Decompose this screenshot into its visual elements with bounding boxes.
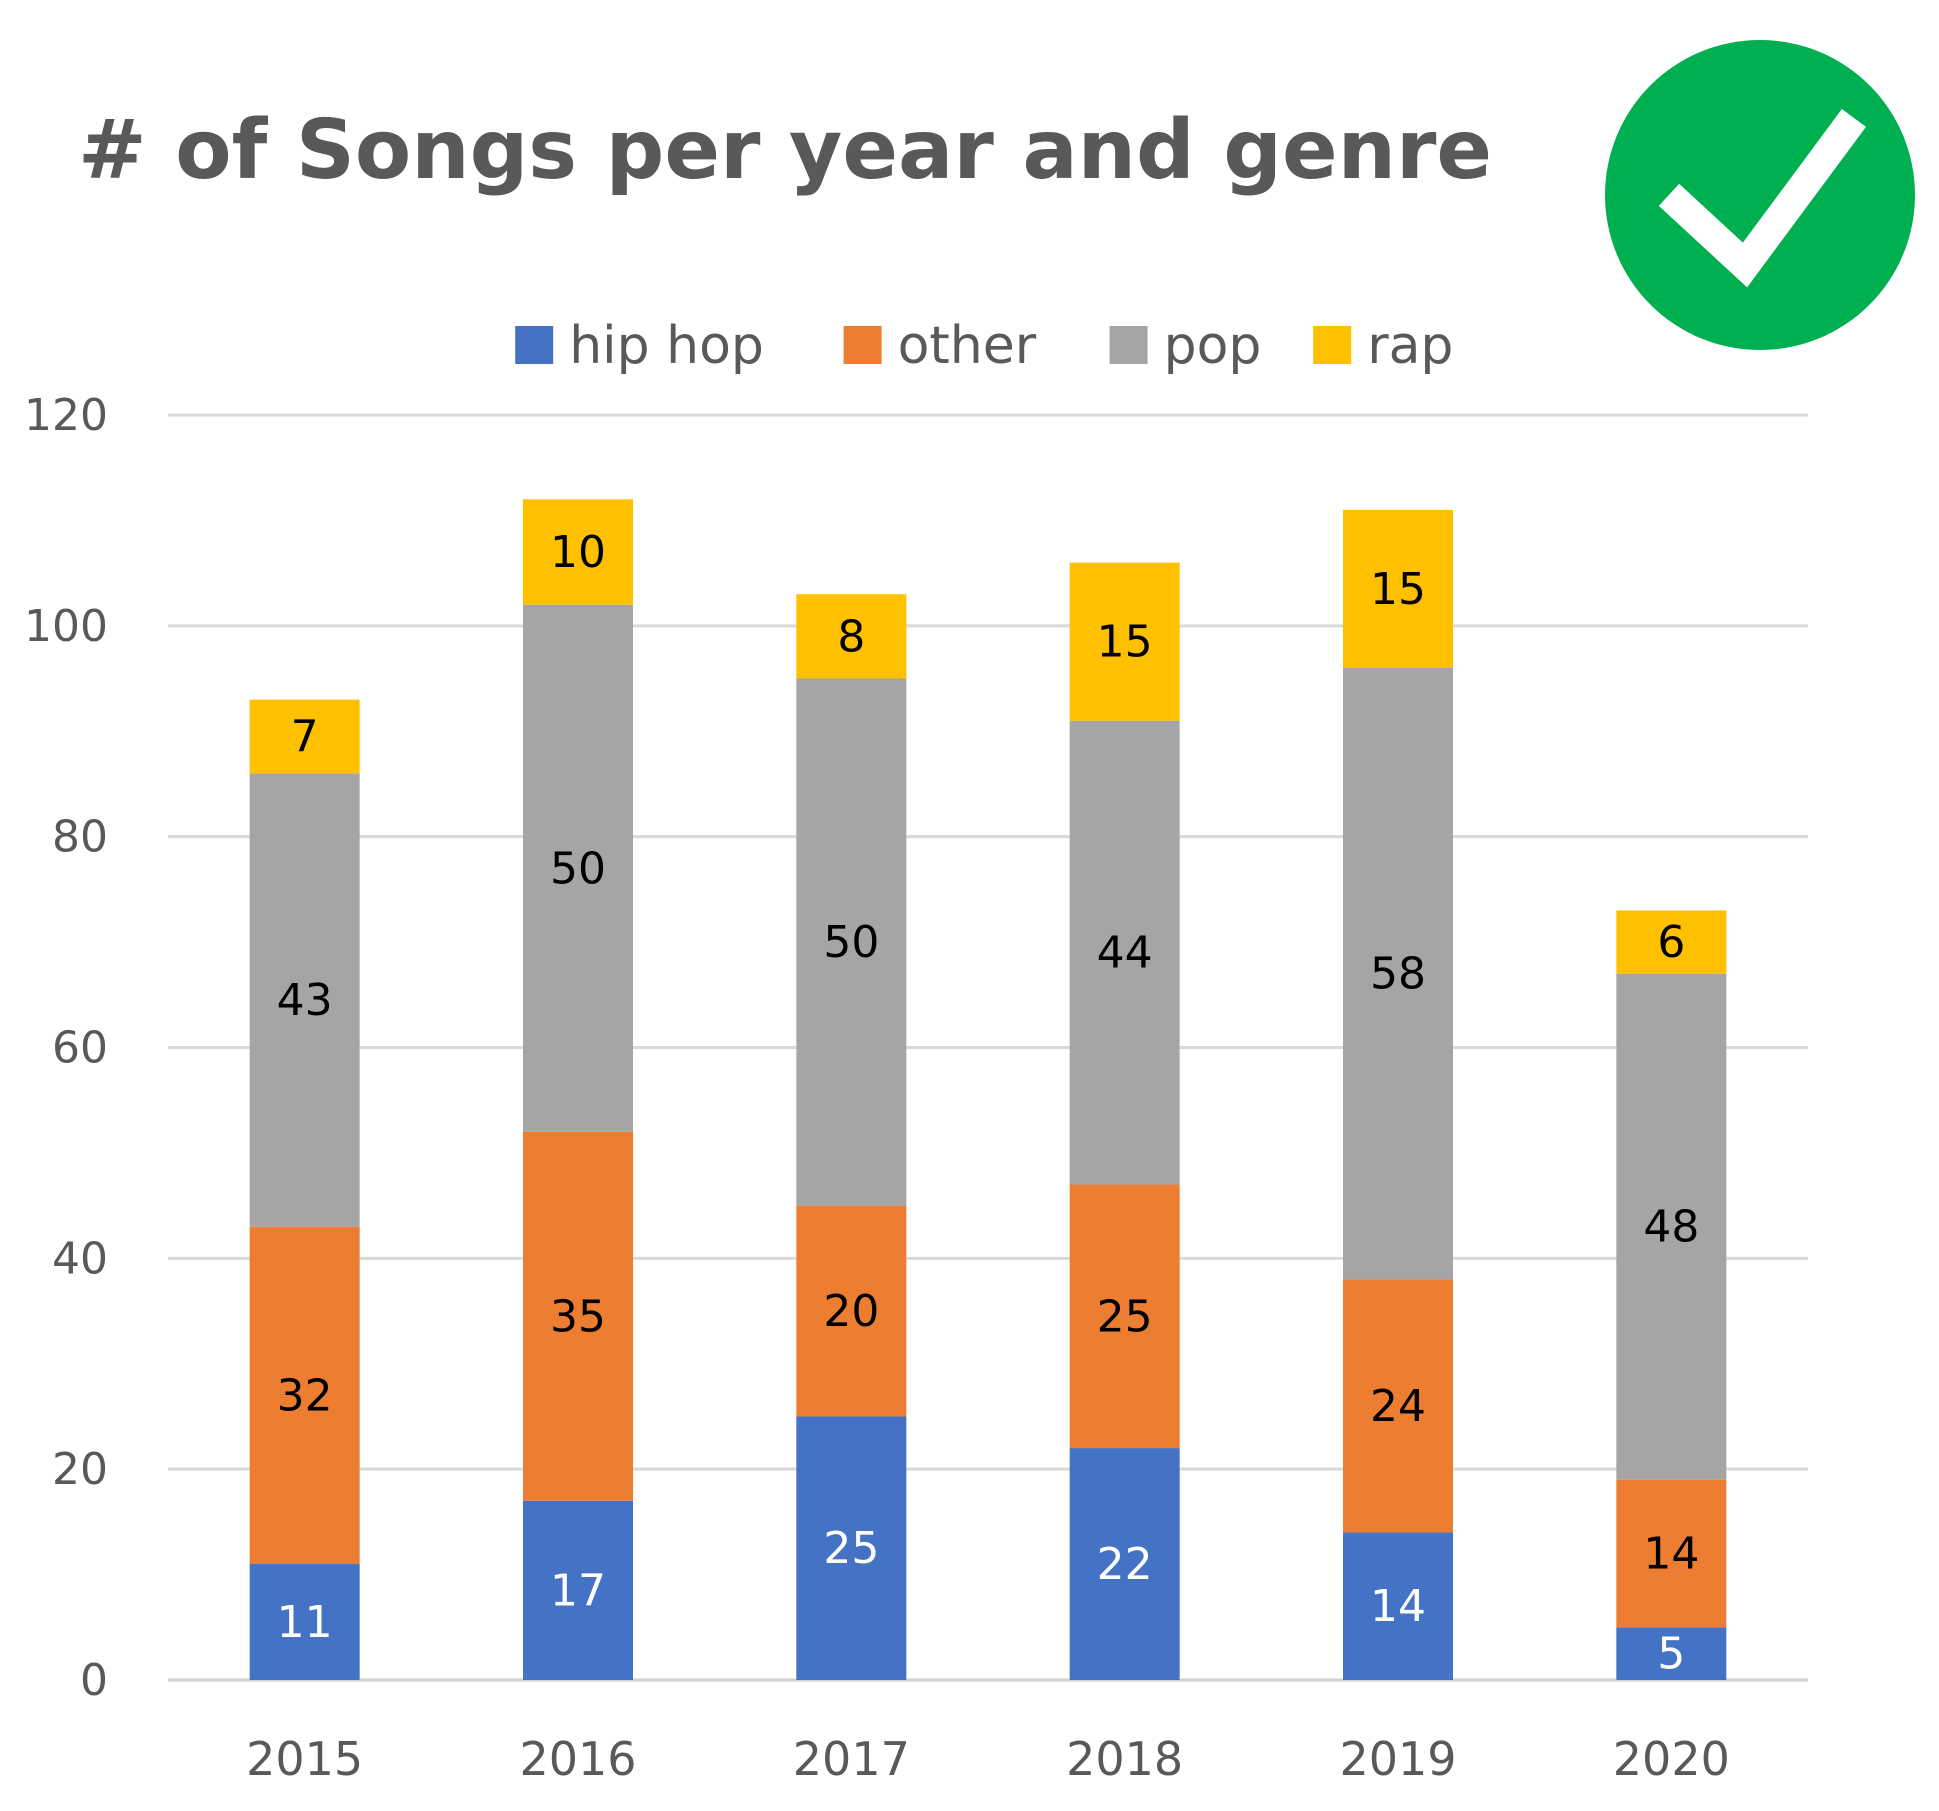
y-tick-label: 100 — [24, 601, 108, 652]
data-label: 24 — [1370, 1381, 1426, 1432]
bar-segment — [523, 499, 633, 605]
bar-segment — [249, 1564, 360, 1680]
data-label: 22 — [1097, 1539, 1153, 1590]
bar-segment — [1069, 562, 1180, 721]
y-tick-label: 20 — [52, 1444, 108, 1495]
data-label: 20 — [823, 1286, 879, 1337]
bar-segment — [1343, 1279, 1453, 1533]
legend-label: rap — [1367, 316, 1453, 376]
bar-segment — [1343, 1532, 1453, 1680]
bar-segment — [1616, 973, 1727, 1480]
data-label: 48 — [1643, 1202, 1699, 1253]
bar-segment — [523, 1131, 633, 1501]
bars — [249, 499, 1727, 1680]
x-tick-label: 2020 — [1613, 1732, 1730, 1786]
x-tick-label: 2018 — [1066, 1732, 1183, 1786]
legend-label: pop — [1164, 316, 1262, 376]
legend: hip hop other pop rap — [515, 316, 1453, 376]
bar-segment — [1343, 509, 1453, 668]
data-label: 11 — [277, 1597, 333, 1648]
data-label: 14 — [1370, 1581, 1426, 1632]
data-label: 5 — [1657, 1629, 1685, 1680]
check-icon — [1658, 109, 1866, 288]
y-tick-label: 80 — [52, 812, 108, 863]
bar-segment — [249, 773, 360, 1227]
bar-segment — [523, 1500, 633, 1680]
gridlines — [168, 413, 1808, 1682]
data-label: 50 — [823, 917, 879, 968]
y-tick-label: 0 — [80, 1655, 108, 1706]
bar-segment — [796, 1205, 907, 1417]
badge-circle — [1605, 40, 1915, 350]
data-label: 43 — [277, 975, 333, 1026]
data-label: 15 — [1370, 564, 1426, 615]
legend-swatch — [1109, 326, 1148, 364]
bar-segment — [249, 699, 360, 774]
chart-title: # of Songs per year and genre — [78, 103, 1492, 198]
x-tick-label: 2019 — [1339, 1732, 1456, 1786]
y-axis-ticks: 0 20 40 60 80 100 120 — [24, 390, 108, 1706]
legend-swatch — [515, 326, 554, 364]
data-label: 35 — [550, 1291, 606, 1342]
bar-segment — [523, 604, 633, 1132]
legend-label: hip hop — [569, 316, 764, 376]
bar-segment — [796, 594, 907, 679]
data-label: 44 — [1097, 928, 1153, 979]
data-label: 58 — [1370, 949, 1426, 1000]
data-label: 6 — [1657, 917, 1685, 968]
legend-swatch — [843, 326, 882, 364]
x-axis-ticks: 2015 2016 2017 2018 2019 2020 — [246, 1732, 1730, 1786]
data-label: 32 — [277, 1370, 333, 1421]
data-label: 50 — [550, 843, 606, 894]
data-label: 25 — [823, 1523, 879, 1574]
legend-swatch — [1313, 326, 1352, 364]
bar-segment — [1616, 1627, 1727, 1680]
bar-segment — [796, 1416, 907, 1680]
bar-segment — [796, 678, 907, 1206]
data-label: 25 — [1097, 1291, 1153, 1342]
bar-segment — [249, 1226, 360, 1565]
y-tick-label: 120 — [24, 390, 108, 441]
y-tick-label: 40 — [52, 1233, 108, 1284]
bar-segment — [1616, 910, 1727, 974]
data-label: 10 — [550, 527, 606, 578]
x-tick-label: 2016 — [519, 1732, 636, 1786]
data-label: 7 — [291, 712, 319, 763]
x-tick-label: 2015 — [246, 1732, 363, 1786]
bar-segment — [1069, 1448, 1180, 1680]
bar-segment — [1616, 1479, 1727, 1628]
data-label: 14 — [1643, 1529, 1699, 1580]
x-tick-label: 2017 — [793, 1732, 910, 1786]
check-badge — [1605, 40, 1915, 350]
y-tick-label: 60 — [52, 1023, 108, 1074]
data-label: 17 — [550, 1565, 606, 1616]
bar-segment — [1069, 1184, 1180, 1449]
bar-segment — [1069, 720, 1180, 1185]
data-label: 15 — [1097, 617, 1153, 668]
legend-label: other — [898, 316, 1037, 376]
data-labels: 11 32 43 7 17 35 50 10 25 20 50 8 22 25 44 15 14 24 58 15 5 1… — [277, 527, 1700, 1680]
data-label: 8 — [837, 611, 865, 662]
bar-segment — [1343, 668, 1453, 1280]
